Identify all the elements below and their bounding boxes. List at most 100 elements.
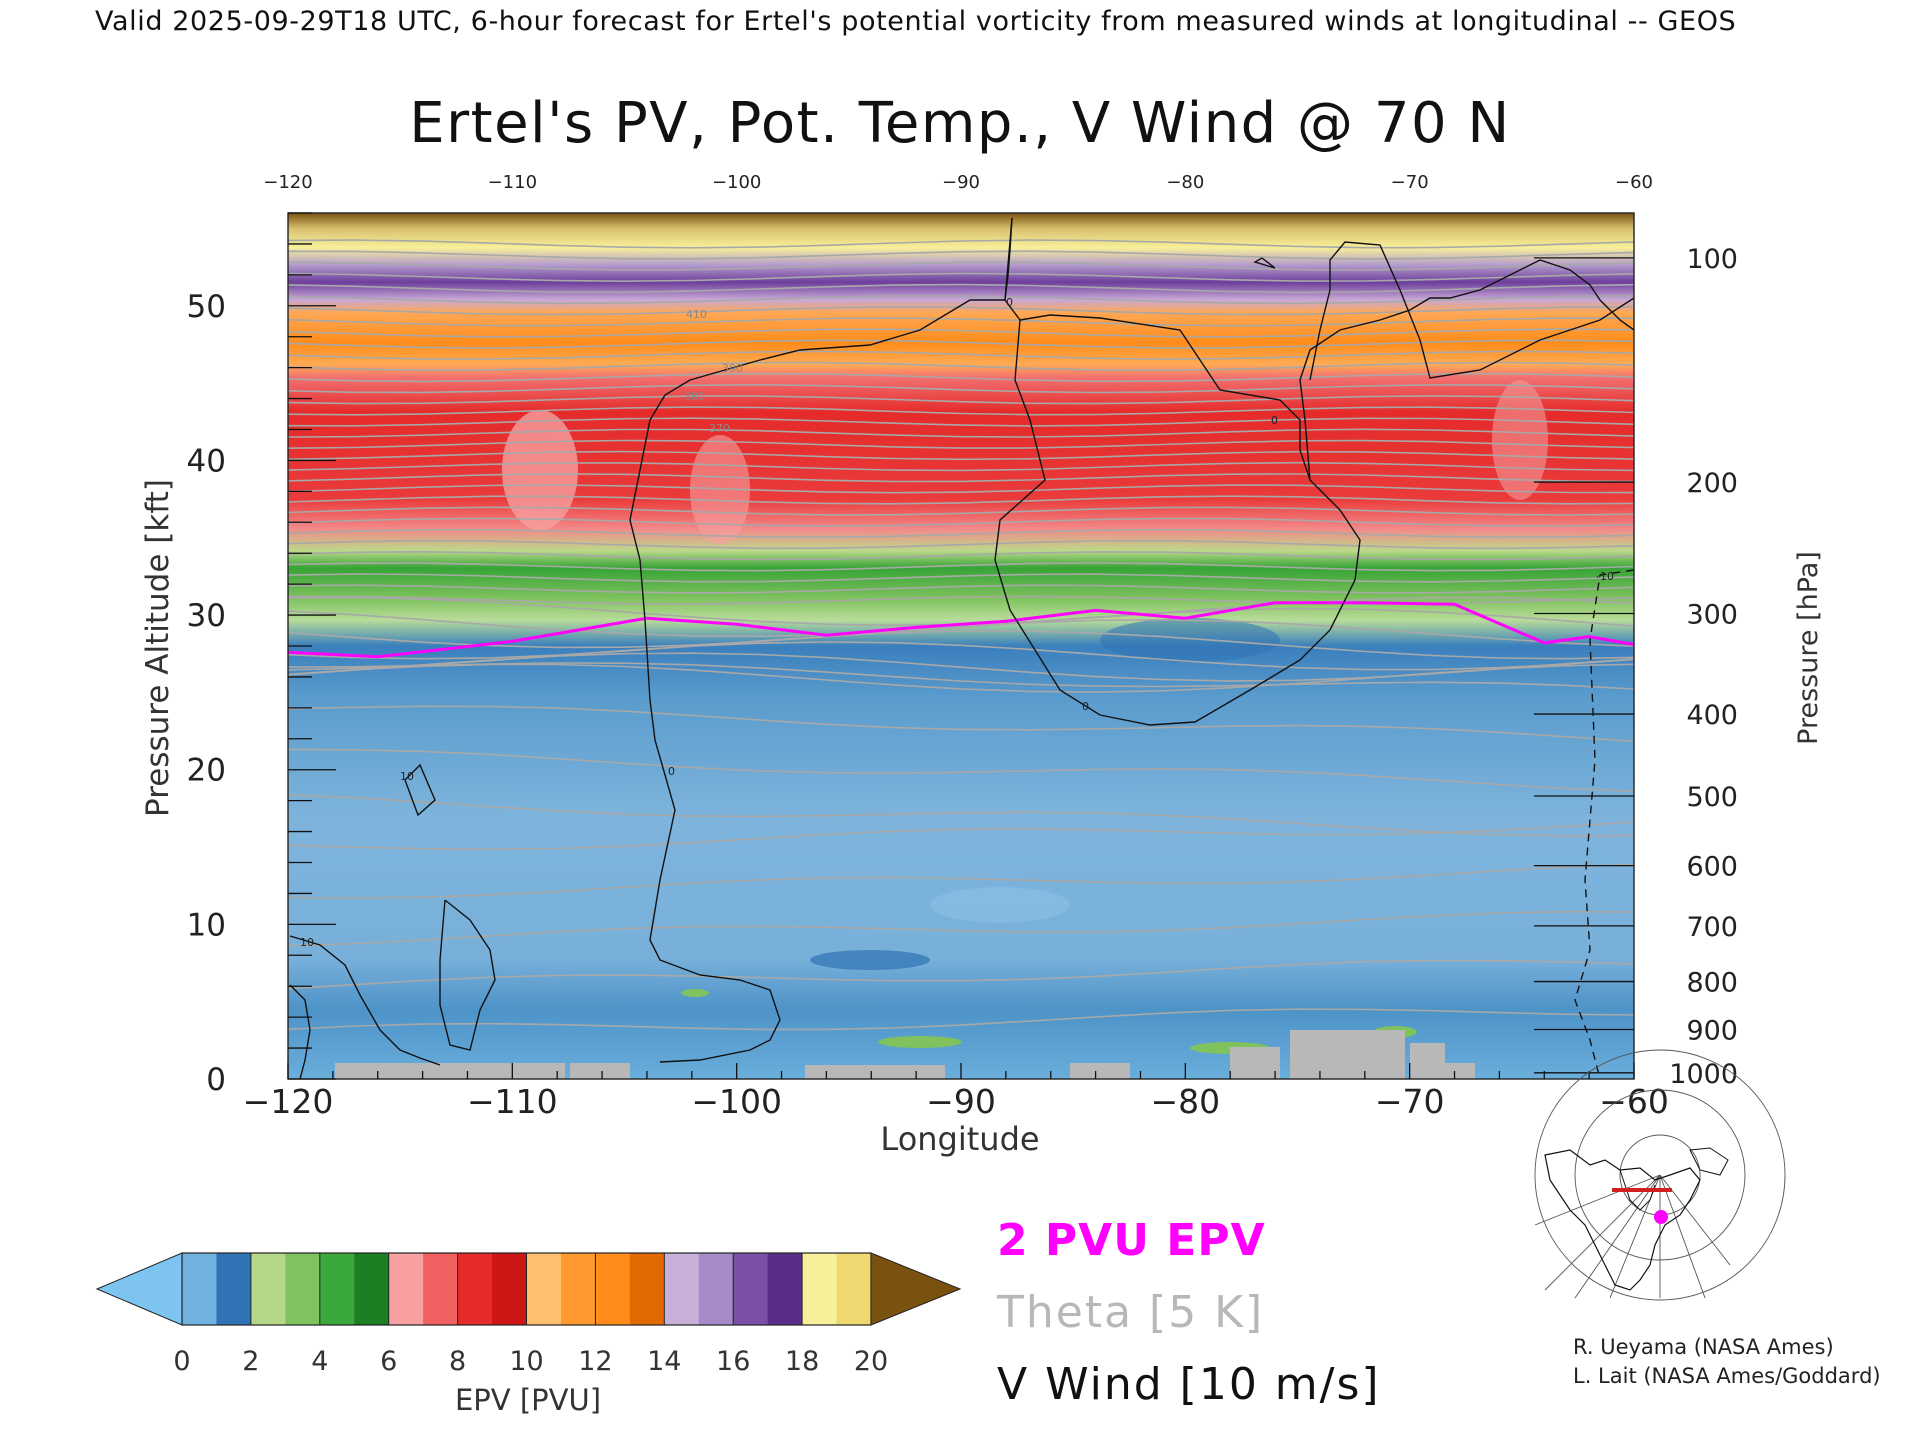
credit-line-1: R. Ueyama (NASA Ames)	[1573, 1335, 1834, 1359]
theta-contour-line	[288, 450, 1634, 461]
v-wind-zero-contour	[1309, 241, 1634, 381]
v-wind-zero-contour	[1299, 259, 1634, 481]
theta-contour-line	[288, 350, 1634, 360]
theta-label: 380	[684, 390, 705, 403]
colorbar-tick-label: 2	[242, 1346, 259, 1377]
top-x-tick-label: −100	[712, 172, 761, 193]
x-tick-label: −120	[243, 1082, 334, 1121]
colorbar-tick-label: 18	[785, 1346, 819, 1377]
v-wind-zero-contour	[629, 217, 1013, 1063]
epv-colorbar: 0 2 4 6 8 10 12 14 16 18 20 EPV [PVU]	[95, 1252, 962, 1417]
theta-contour-line	[288, 473, 1634, 483]
colorbar-tick-label: 12	[578, 1346, 612, 1377]
legend-vwind: V Wind [10 m/s]	[997, 1359, 1381, 1410]
epv-pink-patch	[502, 410, 578, 530]
y-axis-title: Pressure Altitude [kft]	[140, 479, 176, 817]
colorbar-segment	[802, 1253, 838, 1325]
plot-area: 0 0 0 0 10 10 -10 410 390 380 370	[288, 213, 1634, 1079]
valid-time-header: Valid 2025-09-29T18 UTC, 6-hour forecast…	[95, 6, 1736, 37]
colorbar-segment	[560, 1253, 596, 1325]
top-x-tick-label: −110	[488, 172, 537, 193]
colorbar-segment	[836, 1253, 872, 1325]
theta-contour-line	[288, 317, 1634, 327]
colorbar-segment	[319, 1253, 355, 1325]
pressure-tick-label: 500	[1686, 782, 1738, 813]
top-x-tick-label: −80	[1166, 172, 1204, 193]
colorbar-segment	[664, 1253, 700, 1325]
theta-contour-line	[288, 630, 1634, 660]
epv-pink-patch	[690, 435, 750, 545]
v-wind-minus-ten-contour	[404, 763, 436, 817]
colorbar-frame	[181, 1252, 872, 1326]
colorbar-segment	[388, 1253, 424, 1325]
v-wind-ten-contour	[1253, 257, 1276, 269]
pressure-tick-label: 300	[1686, 600, 1738, 631]
pressure-tick-label: 1000	[1669, 1059, 1738, 1090]
theta-contour-line	[288, 748, 1634, 793]
theta-contour-line	[288, 294, 1634, 305]
top-x-tick-label: −60	[1615, 172, 1653, 193]
contour-labels: 0 0 0 0 10 10 -10 410 390 380 370	[300, 296, 1614, 949]
y2-axis-title: Pressure [hPa]	[1793, 551, 1824, 745]
theta-contour-line	[288, 517, 1634, 527]
y-tick-label: 10	[187, 907, 226, 943]
legend-theta: Theta [5 K]	[996, 1287, 1264, 1338]
v-wind-label-0: 0	[1271, 414, 1278, 427]
colorbar-tick-label: 4	[311, 1346, 328, 1377]
pressure-tick-label: 400	[1686, 700, 1738, 731]
theta-contour-line	[288, 328, 1634, 338]
theta-label: 370	[709, 422, 730, 435]
theta-label: 390	[722, 362, 743, 375]
x-tick-label: −100	[691, 1082, 782, 1121]
theta-contour-line	[288, 618, 1634, 649]
theta-contour-line	[288, 372, 1634, 383]
x-tick-label: −110	[467, 1082, 558, 1121]
bottom-axis-ticks	[287, 1063, 1635, 1079]
epv-green-patch	[878, 1036, 962, 1048]
x-tick-label: −60	[1599, 1082, 1669, 1121]
y-tick-label: 0	[206, 1062, 226, 1098]
legend-pv2: 2 PVU EPV	[997, 1215, 1266, 1266]
theta-contour-line	[288, 573, 1634, 583]
colorbar-segments	[182, 1253, 872, 1325]
theta-contour-line	[288, 495, 1634, 505]
theta-contour-line	[288, 863, 1634, 899]
colorbar-segment	[182, 1253, 218, 1325]
top-x-tick-label: −90	[942, 172, 980, 193]
top-x-tick-label: −120	[263, 172, 312, 193]
v-wind-label-10: 10	[300, 936, 314, 949]
theta-contour-line	[288, 528, 1634, 539]
pressure-tick-label: 700	[1686, 912, 1738, 943]
topography	[335, 1030, 1475, 1079]
colorbar-tick-label: 0	[173, 1346, 190, 1377]
theta-contour-line	[288, 283, 1634, 294]
chart-title: Ertel's PV, Pot. Temp., V Wind @ 70 N	[409, 91, 1511, 156]
y-tick-label: 30	[187, 598, 226, 634]
v-wind-contours	[289, 217, 1634, 1079]
colorbar-under-triangle	[95, 1252, 183, 1326]
map-location-marker	[1654, 1210, 1668, 1224]
theta-contour-line	[288, 584, 1634, 594]
v-wind-label-10: 10	[400, 770, 414, 783]
v-wind-label-0: 0	[1006, 296, 1013, 309]
theta-contour-line	[288, 562, 1634, 572]
theta-contour-line	[288, 461, 1634, 472]
colorbar-segment	[423, 1253, 459, 1325]
v-wind-label-0: 0	[668, 765, 675, 778]
theta-contour-line	[288, 484, 1634, 494]
right-axis-labels: 100 200 300 400 500 600 700 800 900 1000	[1669, 244, 1738, 1090]
colorbar-segment	[526, 1253, 562, 1325]
theta-contour-line	[288, 406, 1634, 416]
colorbar-over-triangle	[870, 1252, 962, 1326]
theta-contour-line	[288, 261, 1634, 271]
theta-contour-line	[288, 910, 1634, 947]
theta-contour-line	[288, 272, 1634, 283]
theta-contour-line	[288, 250, 1634, 260]
top-axis-labels: −120 −110 −100 −90 −80 −70 −60	[263, 172, 1653, 193]
left-axis-labels: 0 10 20 30 40 50	[187, 289, 226, 1098]
left-axis-ticks	[288, 212, 336, 1080]
theta-contours	[288, 239, 1634, 1031]
x-tick-label: −80	[1151, 1082, 1221, 1121]
theta-contour-line	[288, 550, 1634, 561]
